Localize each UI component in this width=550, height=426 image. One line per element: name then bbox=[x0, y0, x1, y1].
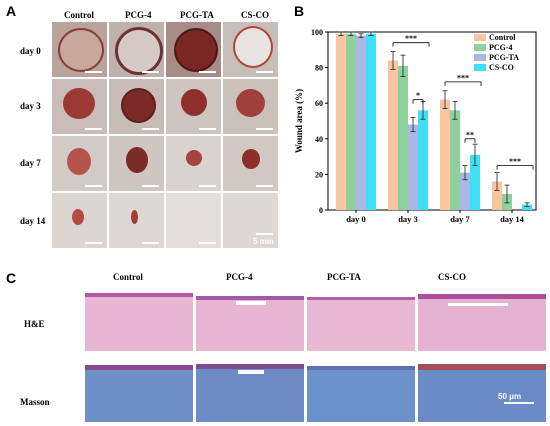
photo-pcgta-day0 bbox=[166, 22, 221, 77]
significance-annotations: ************ bbox=[392, 34, 534, 170]
he-pcg4 bbox=[196, 285, 304, 351]
masson-csco: 50 μm bbox=[418, 356, 546, 422]
photo-csco-day3 bbox=[223, 79, 278, 134]
x-tick-label: day 7 bbox=[450, 214, 470, 224]
legend-swatch bbox=[474, 54, 486, 61]
he-csco bbox=[418, 285, 546, 351]
error-bars bbox=[338, 31, 530, 207]
legend-label: PCG-4 bbox=[489, 43, 513, 52]
bar bbox=[492, 181, 502, 210]
photo-control-day7 bbox=[52, 136, 107, 191]
legend-label: CS-CO bbox=[489, 63, 514, 72]
bar bbox=[398, 65, 408, 210]
panel-a-letter: A bbox=[6, 3, 17, 19]
y-axis-label: Wound area (%) bbox=[294, 89, 304, 153]
panel-b-letter: B bbox=[294, 3, 305, 19]
he-pcgta bbox=[307, 285, 415, 351]
legend-swatch bbox=[474, 34, 486, 41]
plot-frame bbox=[327, 31, 537, 211]
photo-pcg4-day7 bbox=[109, 136, 164, 191]
x-tick-label: day 14 bbox=[500, 214, 525, 224]
sig-day7-inner-label: ** bbox=[466, 130, 474, 139]
photo-csco-day7 bbox=[223, 136, 278, 191]
photo-control-day3 bbox=[52, 79, 107, 134]
y-tick-label: 100 bbox=[311, 28, 323, 37]
bar bbox=[418, 110, 428, 210]
photo-control-day0 bbox=[52, 22, 107, 77]
bar bbox=[346, 33, 356, 210]
panel-c-col-control: Control bbox=[113, 272, 143, 282]
y-tick-label: 60 bbox=[315, 99, 323, 108]
panel-a-row-day7: day 7 bbox=[20, 158, 41, 168]
legend-swatch bbox=[474, 64, 486, 71]
y-tick-label: 40 bbox=[315, 135, 323, 144]
photo-pcgta-day14 bbox=[166, 193, 221, 248]
photo-pcg4-day3 bbox=[109, 79, 164, 134]
panel-c-col-csco: CS-CO bbox=[438, 272, 467, 282]
photo-pcg4-day0 bbox=[109, 22, 164, 77]
bar bbox=[408, 124, 418, 210]
bar bbox=[460, 172, 470, 210]
masson-pcg4 bbox=[196, 356, 304, 422]
panel-a-col-pcg4: PCG-4 bbox=[125, 10, 152, 20]
photo-pcg4-day14 bbox=[109, 193, 164, 248]
panel-c-row-masson: Masson bbox=[20, 397, 50, 407]
sig-day7-outer-label: *** bbox=[457, 73, 469, 82]
photo-csco-day0 bbox=[223, 22, 278, 77]
bar bbox=[522, 204, 532, 210]
panel-c-col-pcgta: PCG-TA bbox=[327, 272, 361, 282]
photo-pcgta-day3 bbox=[166, 79, 221, 134]
panel-c-letter: C bbox=[6, 270, 17, 286]
bar bbox=[450, 110, 460, 210]
y-tick-label: 80 bbox=[315, 64, 323, 73]
photo-control-day14 bbox=[52, 193, 107, 248]
he-control bbox=[85, 285, 193, 351]
panel-c-col-pcg4: PCG-4 bbox=[226, 272, 253, 282]
photo-csco-day14: 5 mm bbox=[223, 193, 278, 248]
x-tick-label: day 3 bbox=[398, 214, 418, 224]
sig-day14-label: *** bbox=[509, 157, 521, 166]
sig-day3-inner-label: * bbox=[416, 91, 420, 100]
panel-a-col-control: Control bbox=[64, 10, 94, 20]
panel-a-row-day14: day 14 bbox=[20, 216, 46, 226]
y-tick-label: 0 bbox=[319, 206, 323, 215]
bar bbox=[388, 60, 398, 211]
legend-swatch bbox=[474, 44, 486, 51]
panel-a-col-pcgta: PCG-TA bbox=[180, 10, 214, 20]
y-ticks: 0 20 40 60 80 100 bbox=[311, 28, 328, 215]
bar bbox=[470, 154, 480, 210]
bar bbox=[336, 33, 346, 210]
sig-day3-outer-label: *** bbox=[405, 34, 417, 43]
masson-pcgta bbox=[307, 356, 415, 422]
bar bbox=[440, 99, 450, 210]
y-tick-label: 20 bbox=[315, 170, 323, 179]
panel-a-scale-label: 5 mm bbox=[253, 237, 274, 246]
panel-a-row-day0: day 0 bbox=[20, 46, 41, 56]
legend-label: Control bbox=[489, 33, 516, 42]
panel-a-row-day3: day 3 bbox=[20, 101, 41, 111]
panel-c-scale-label: 50 μm bbox=[498, 392, 522, 401]
panel-c-row-he: H&E bbox=[24, 319, 45, 329]
photo-pcgta-day7 bbox=[166, 136, 221, 191]
bar bbox=[356, 35, 366, 210]
legend-label: PCG-TA bbox=[489, 53, 519, 62]
x-tick-label: day 0 bbox=[346, 214, 366, 224]
bar bbox=[366, 33, 376, 210]
panel-a-col-csco: CS-CO bbox=[241, 10, 270, 20]
masson-control bbox=[85, 356, 193, 422]
x-tick-labels: day 0 day 3 day 7 day 14 bbox=[346, 210, 525, 224]
bars bbox=[336, 33, 532, 211]
